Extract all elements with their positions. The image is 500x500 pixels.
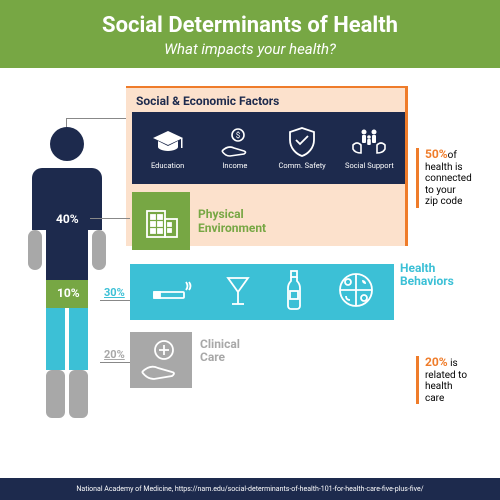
callout-zipcode: 50%of health is connected to your zip co… [416, 148, 492, 208]
physical-env-box: PhysicalEnvironment [132, 192, 300, 250]
sef-label: Education [134, 161, 201, 170]
svg-text:$: $ [236, 131, 241, 140]
cigarette-icon [148, 274, 192, 310]
health-behaviors-box [130, 264, 394, 320]
cocktail-icon [224, 272, 252, 312]
hb-label: HealthBehaviors [400, 262, 454, 288]
header: Social Determinants of Health What impac… [0, 0, 500, 68]
sef-title: Social & Economic Factors [136, 94, 405, 108]
sef-income: $ Income [201, 126, 268, 170]
main-content: 40% 10% 30% 20% Social & Economic Factor… [0, 68, 500, 460]
hands-family-icon [336, 126, 403, 158]
figure-pct-40: 40% [56, 212, 79, 226]
social-economic-container: Social & Economic Factors Education $ In… [126, 86, 408, 246]
bottle-icon [284, 269, 304, 315]
sef-label: Social Support [336, 161, 403, 170]
connector [90, 218, 130, 219]
clinical-care-box [130, 332, 192, 388]
pe-label: PhysicalEnvironment [198, 207, 266, 236]
figure-thighs [46, 308, 88, 370]
money-hand-icon: $ [201, 126, 268, 158]
footer-citation: National Academy of Medicine, https://na… [0, 478, 500, 500]
connector [100, 362, 130, 363]
sef-box: Education $ Income Comm. Safety [132, 112, 405, 184]
subtitle: What impacts your health? [0, 40, 500, 58]
sef-label: Comm. Safety [269, 161, 336, 170]
pct-label-30: 30% [104, 286, 125, 299]
connector [100, 300, 130, 301]
shield-check-icon [269, 126, 336, 158]
cc-label: ClinicalCare [200, 338, 240, 364]
graduation-cap-icon [134, 126, 201, 158]
medical-hand-icon [138, 338, 184, 382]
sef-safety: Comm. Safety [269, 126, 336, 170]
sef-support: Social Support [336, 126, 403, 170]
figure-head [50, 127, 84, 161]
food-plate-icon [336, 270, 376, 314]
sef-label: Income [201, 161, 268, 170]
sef-education: Education [134, 126, 201, 170]
callout-healthcare: 20% is related to health care [416, 356, 492, 404]
title: Social Determinants of Health [0, 13, 500, 38]
human-figure: 40% 10% [22, 118, 112, 428]
pct-label-20: 20% [104, 348, 125, 361]
infographic: Social Determinants of Health What impac… [0, 0, 500, 500]
building-icon [132, 192, 190, 250]
figure-pct-10: 10% [57, 286, 80, 300]
